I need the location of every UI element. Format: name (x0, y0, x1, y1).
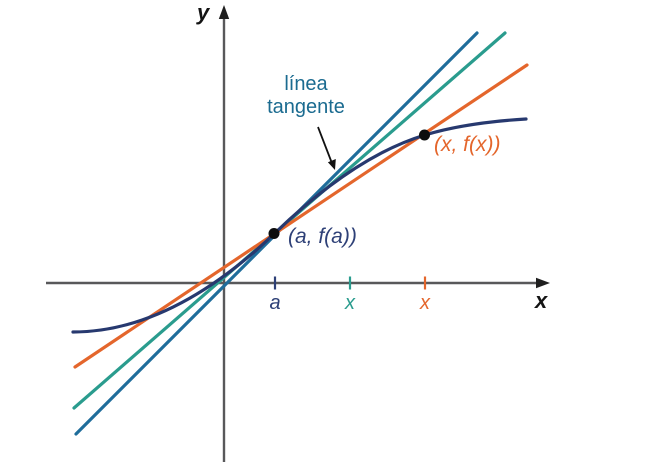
point-x-label: (x, f(x)) (434, 133, 501, 156)
x-axis-label: x (535, 288, 548, 313)
tick-label-a: a (269, 292, 281, 314)
x-axis-arrowhead-icon (536, 277, 550, 289)
function-curve (71, 117, 528, 334)
annotation-arrow (317, 126, 333, 163)
tangent-line-annotation: línea tangente (250, 73, 362, 119)
y-axis-label: y (197, 0, 210, 25)
annotation-arrowhead-icon (327, 159, 336, 170)
point-dot-a (268, 228, 280, 239)
point-a-label: (a, f(a)) (288, 225, 357, 248)
point-dot-x (419, 129, 430, 141)
y-axis-arrowhead-icon (218, 5, 230, 19)
tangent-annotation-line2: tangente (267, 96, 345, 118)
tick-label-x-orange: x (420, 292, 430, 314)
tangent-annotation-line1: línea (284, 73, 328, 95)
tick-label-x-teal: x (345, 292, 355, 314)
